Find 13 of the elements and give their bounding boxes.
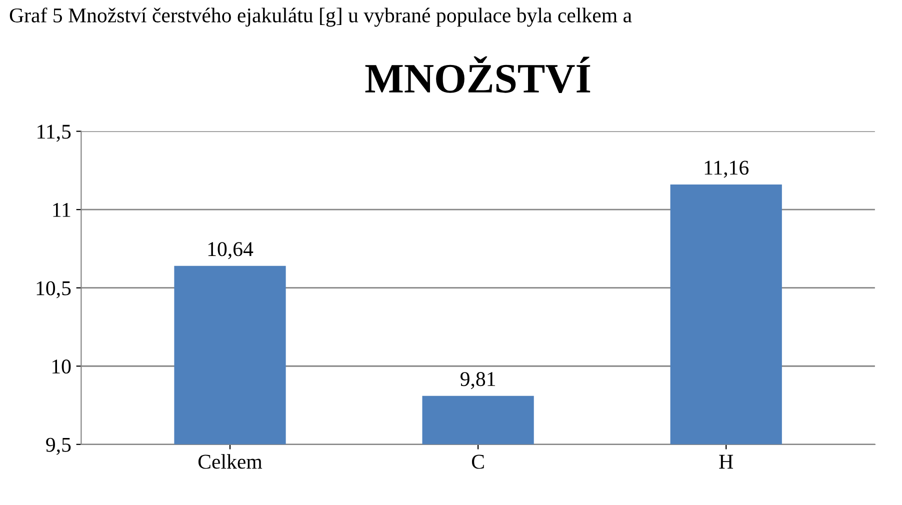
- text: Graf 5 Množství čerstvého ejakulátu [g] u vybrané populace byla celkem a: [10, 8, 632, 27]
- x-tick-label: C: [472, 454, 484, 469]
- x-tick-label: H: [719, 454, 734, 469]
- y-tick-label: 11: [53, 203, 70, 217]
- x-tick-label: Celkem: [198, 454, 262, 469]
- chart-title: MNOŽSTVÍ: [365, 56, 590, 94]
- y-tick-label: 11,5: [38, 124, 71, 142]
- data-label: 11,16: [704, 160, 749, 178]
- data-label: 9,81: [460, 372, 496, 390]
- data-label: 10,64: [208, 242, 254, 260]
- y-tick-label: 9,5: [46, 438, 71, 455]
- y-tick-label: 10,5: [36, 281, 71, 298]
- y-tick-label: 10: [52, 360, 71, 374]
